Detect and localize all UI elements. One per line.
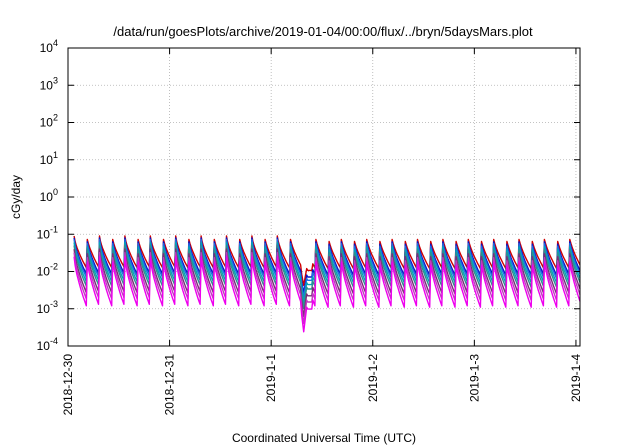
y-tick-label: 102 xyxy=(40,113,58,130)
ticks xyxy=(67,47,580,347)
x-tick-labels: 2018-12-30 2018-12-31 2019-1-1 2019-1-2 2019… xyxy=(61,354,583,416)
x-tick-label: 2019-1-3 xyxy=(467,354,481,402)
series-line xyxy=(73,238,581,299)
x-tick-label: 2019-1-2 xyxy=(366,354,380,402)
y-tick-label: 10-2 xyxy=(37,262,58,279)
x-tick-label: 2019-1-1 xyxy=(264,354,278,402)
x-axis-label: Coordinated Universal Time (UTC) xyxy=(232,431,416,445)
series-line xyxy=(73,256,581,333)
y-tick-label: 10-4 xyxy=(37,336,58,353)
y-axis-label: cGy/day xyxy=(9,175,23,219)
y-tick-labels: 10-4 10-3 10-2 10-1 100 101 102 103 104 xyxy=(37,38,58,353)
x-tick-label: 2018-12-30 xyxy=(61,354,75,416)
series-line xyxy=(73,248,581,317)
series-line xyxy=(73,241,581,304)
series-line xyxy=(73,235,581,286)
y-tick-label: 103 xyxy=(40,75,58,92)
series-line xyxy=(73,251,581,325)
y-tick-label: 104 xyxy=(40,38,58,55)
y-tick-label: 10-1 xyxy=(37,224,58,241)
x-tick-label: 2018-12-31 xyxy=(163,354,177,416)
series-line xyxy=(73,244,581,310)
x-tick-label: 2019-1-4 xyxy=(569,354,583,402)
y-tick-label: 100 xyxy=(40,187,58,204)
series-group xyxy=(73,235,581,333)
chart-title: /data/run/goesPlots/archive/2019-01-04/0… xyxy=(113,24,533,39)
y-tick-label: 101 xyxy=(40,150,58,167)
y-tick-label: 10-3 xyxy=(37,299,58,316)
